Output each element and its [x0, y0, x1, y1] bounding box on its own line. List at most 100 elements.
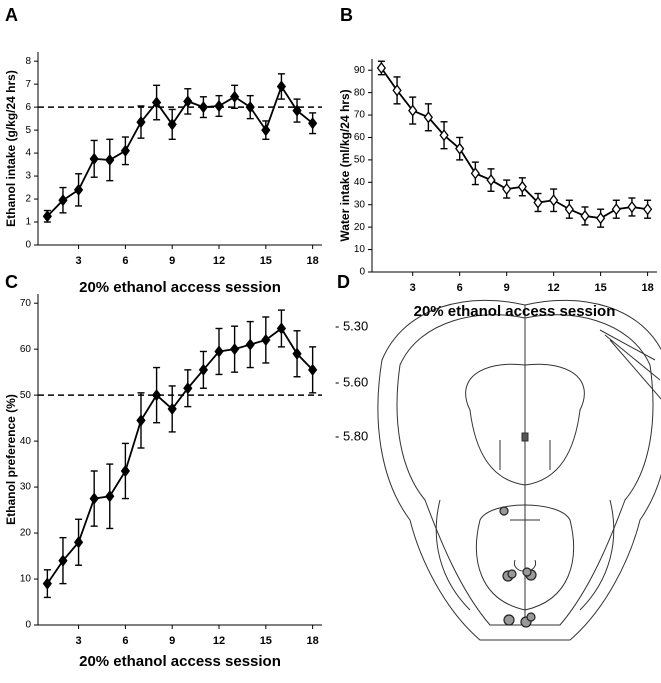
data-point — [470, 167, 480, 180]
data-point — [136, 414, 146, 427]
x-tick-label: 9 — [169, 255, 175, 267]
data-point — [120, 464, 131, 478]
x-tick-label: 9 — [169, 635, 175, 647]
y-tick-label: 20 — [20, 528, 32, 539]
x-tick-label: 3 — [410, 282, 416, 294]
data-point — [198, 101, 209, 114]
data-point — [151, 96, 162, 109]
data-point — [627, 200, 637, 214]
data-point — [502, 182, 512, 196]
data-point — [245, 338, 255, 351]
data-point — [229, 343, 240, 356]
panel-label: C — [5, 272, 18, 292]
y-tick-label: 5 — [25, 125, 31, 136]
data-point — [392, 84, 402, 97]
panel-label: D — [337, 272, 350, 292]
panel-label: B — [340, 5, 353, 25]
data-point — [89, 492, 99, 505]
data-point — [261, 333, 271, 347]
data-point — [408, 104, 418, 117]
data-point — [276, 322, 287, 335]
y-tick-label: 70 — [354, 110, 366, 121]
data-point — [549, 194, 559, 207]
x-tick-label: 12 — [213, 255, 225, 267]
x-tick-label: 6 — [122, 255, 128, 267]
y-tick-label: 6 — [25, 102, 31, 113]
x-axis-title: 20% ethanol access session — [79, 279, 281, 296]
data-point — [245, 101, 255, 114]
x-tick-label: 18 — [641, 282, 653, 294]
x-tick-label: 15 — [260, 255, 272, 267]
x-tick-label: 12 — [548, 282, 560, 294]
y-tick-label: 30 — [354, 199, 366, 210]
x-axis-title: 20% ethanol access session — [414, 303, 616, 320]
data-point — [292, 347, 302, 360]
data-point — [642, 203, 653, 216]
data-point — [276, 80, 287, 93]
data-point — [136, 116, 146, 129]
y-tick-label: 2 — [25, 194, 31, 205]
data-point — [486, 173, 496, 187]
data-point — [564, 203, 574, 216]
data-point — [292, 104, 302, 117]
y-tick-label: 80 — [354, 87, 366, 98]
data-line — [46, 327, 314, 585]
data-point — [517, 180, 527, 193]
data-point — [376, 61, 387, 75]
data-point — [183, 95, 193, 108]
y-tick-label: 3 — [25, 171, 31, 182]
x-tick-label: 3 — [76, 255, 82, 267]
y-tick-label: 60 — [20, 344, 32, 355]
y-axis-title: Ethanol preference (%) — [4, 394, 18, 525]
data-point — [58, 194, 68, 207]
x-tick-label: 15 — [595, 282, 607, 294]
data-point — [229, 90, 240, 103]
data-point — [580, 209, 590, 223]
data-point — [596, 212, 606, 225]
data-point — [439, 129, 449, 142]
x-tick-label: 15 — [260, 635, 272, 647]
level-label: - 5.80 — [335, 428, 368, 443]
y-tick-label: 40 — [354, 177, 366, 188]
level-label: - 5.30 — [335, 318, 368, 333]
data-point — [533, 196, 543, 209]
placement-dots — [499, 506, 537, 628]
y-tick-label: 50 — [354, 155, 366, 166]
data-point — [455, 142, 465, 155]
x-tick-label: 6 — [122, 635, 128, 647]
x-tick-label: 6 — [457, 282, 463, 294]
brain-diagram — [377, 299, 661, 641]
y-tick-label: 7 — [25, 79, 31, 90]
x-axis-title: 20% ethanol access session — [79, 653, 281, 670]
level-label: - 5.60 — [335, 374, 368, 389]
y-tick-label: 90 — [354, 65, 366, 76]
y-tick-label: 10 — [354, 244, 366, 255]
x-tick-label: 9 — [504, 282, 510, 294]
data-point — [611, 203, 621, 216]
data-point — [105, 153, 115, 167]
y-tick-label: 10 — [20, 574, 32, 585]
data-point — [198, 363, 209, 376]
data-point — [167, 118, 177, 131]
x-tick-label: 12 — [213, 635, 225, 647]
y-tick-label: 40 — [20, 436, 32, 447]
y-tick-label: 60 — [354, 132, 366, 143]
data-line — [380, 67, 648, 220]
y-tick-label: 30 — [20, 482, 32, 493]
data-point — [89, 152, 99, 165]
panel-label: A — [5, 5, 18, 25]
y-tick-label: 4 — [25, 148, 31, 159]
y-axis-title: Water intake (ml/kg/24 hrs) — [338, 89, 352, 241]
data-point — [183, 382, 193, 395]
data-point — [214, 99, 224, 113]
data-point — [73, 536, 84, 549]
data-line — [46, 84, 314, 217]
y-tick-label: 50 — [20, 390, 32, 401]
data-point — [214, 345, 224, 358]
data-point — [167, 402, 177, 416]
data-point — [261, 124, 271, 137]
data-point — [42, 577, 52, 590]
x-tick-label: 18 — [307, 255, 319, 267]
data-point — [423, 111, 433, 124]
